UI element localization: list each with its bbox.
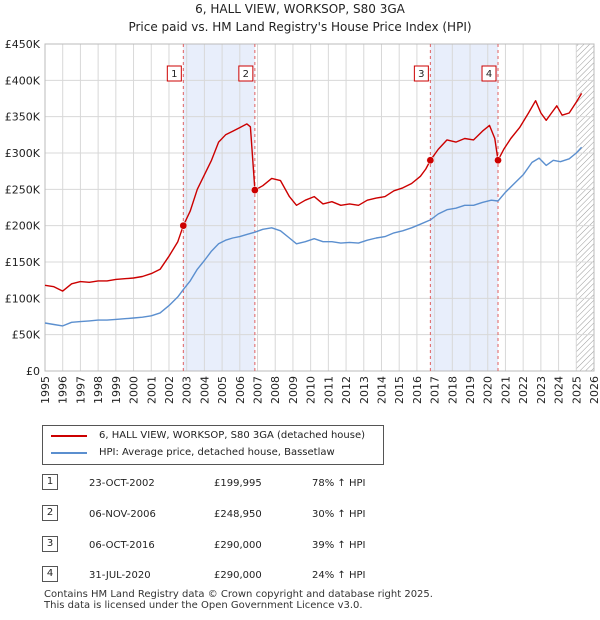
- sale-marker-label-2: 2: [243, 69, 249, 80]
- sale-hpi: 39% ↑ HPI: [312, 540, 366, 551]
- y-tick-label: £350K: [5, 111, 41, 124]
- sale-marker-label-3: 3: [418, 69, 424, 80]
- x-tick-label: 2012: [340, 376, 353, 404]
- x-tick-label: 2025: [570, 376, 583, 404]
- x-tick-label: 2016: [411, 376, 424, 404]
- sale-point-3: [426, 156, 435, 165]
- y-tick-label: £150K: [5, 256, 41, 269]
- plot-frame: [44, 43, 595, 372]
- x-tick-label: 2001: [145, 376, 158, 404]
- series-line-property: [44, 93, 583, 292]
- x-tick-label: 2011: [322, 376, 335, 404]
- sale-number: 3: [42, 536, 58, 552]
- sale-date: 31-JUL-2020: [89, 570, 151, 581]
- y-tick-label: £400K: [5, 74, 41, 87]
- sale-marker-box-1: [166, 65, 182, 82]
- sale-marker-label-4: 4: [486, 69, 492, 80]
- x-tick-label: 2004: [198, 376, 211, 404]
- y-tick-label: £100K: [5, 292, 41, 305]
- sale-marker-box-2: [238, 65, 254, 82]
- x-tick-label: 2020: [482, 376, 495, 404]
- sale-marker-box-4: [481, 65, 497, 82]
- footer: Contains HM Land Registry data © Crown c…: [44, 589, 433, 611]
- x-tick-label: 2018: [446, 376, 459, 404]
- sale-point-2: [251, 186, 259, 194]
- sale-date: 23-OCT-2002: [89, 478, 155, 489]
- x-tick-label: 2015: [393, 376, 406, 404]
- sale-number: 1: [42, 474, 58, 490]
- x-tick-label: 2007: [252, 376, 265, 404]
- chart-title: 6, HALL VIEW, WORKSOP, S80 3GA: [195, 2, 406, 16]
- sale-number: 2: [42, 505, 58, 521]
- x-tick-label: 2010: [305, 376, 318, 404]
- shaded-period-1: [183, 44, 255, 371]
- sale-hpi: 24% ↑ HPI: [312, 570, 366, 581]
- x-tick-label: 2024: [553, 376, 566, 404]
- footer-copyright: Contains HM Land Registry data © Crown c…: [44, 589, 433, 600]
- sale-marker-box-3: [413, 65, 429, 82]
- x-tick-label: 2026: [588, 376, 600, 404]
- y-tick-label: £0: [26, 365, 40, 378]
- x-tick-label: 2014: [375, 376, 388, 404]
- sale-date: 06-NOV-2006: [89, 509, 156, 520]
- x-tick-label: 2003: [181, 376, 194, 404]
- x-tick-label: 2022: [517, 376, 530, 404]
- sale-price: £290,000: [214, 570, 262, 581]
- y-tick-label: £200K: [5, 220, 41, 233]
- legend-swatch-blue: [51, 452, 87, 454]
- legend: 6, HALL VIEW, WORKSOP, S80 3GA (detached…: [42, 425, 384, 465]
- forecast-hatch: [576, 44, 594, 371]
- x-tick-label: 2005: [216, 376, 229, 404]
- shaded-period-2: [430, 44, 499, 371]
- legend-label-hpi: HPI: Average price, detached house, Bass…: [99, 447, 335, 458]
- y-tick-label: £450K: [5, 38, 41, 51]
- sale-point-4: [494, 156, 502, 165]
- x-tick-label: 2013: [358, 376, 371, 404]
- price-chart: 6, HALL VIEW, WORKSOP, S80 3GA Price pai…: [5, 2, 600, 404]
- x-tick-label: 2017: [429, 376, 442, 404]
- sale-hpi: 30% ↑ HPI: [312, 509, 366, 520]
- y-tick-label: £50K: [12, 329, 41, 342]
- x-tick-label: 2023: [535, 376, 548, 404]
- x-tick-label: 1995: [39, 376, 52, 404]
- series-line-hpi: [44, 146, 583, 327]
- x-tick-label: 2009: [287, 376, 300, 404]
- x-tick-label: 1998: [92, 376, 105, 404]
- sale-point-1: [179, 221, 188, 230]
- legend-swatch-red: [51, 435, 87, 437]
- x-tick-label: 1996: [57, 376, 70, 404]
- sale-date: 06-OCT-2016: [89, 540, 155, 551]
- sale-marker-label-1: 1: [171, 69, 177, 80]
- sale-hpi: 78% ↑ HPI: [312, 478, 366, 489]
- y-tick-label: £300K: [5, 147, 41, 160]
- sale-price: £290,000: [214, 540, 262, 551]
- x-tick-label: 1999: [110, 376, 123, 404]
- sale-price: £248,950: [214, 509, 262, 520]
- x-tick-label: 2008: [269, 376, 282, 404]
- y-tick-label: £250K: [5, 183, 41, 196]
- x-tick-label: 2019: [464, 376, 477, 404]
- x-tick-label: 2006: [234, 376, 247, 404]
- sale-price: £199,995: [214, 478, 262, 489]
- sale-number: 4: [42, 566, 58, 582]
- footer-licence: This data is licensed under the Open Gov…: [44, 600, 363, 611]
- legend-label-property: 6, HALL VIEW, WORKSOP, S80 3GA (detached…: [99, 430, 366, 441]
- x-tick-label: 2021: [499, 376, 512, 404]
- x-tick-label: 1997: [74, 376, 87, 404]
- x-tick-label: 2000: [128, 376, 141, 404]
- x-tick-label: 2002: [163, 376, 176, 404]
- chart-subtitle: Price paid vs. HM Land Registry's House …: [128, 20, 471, 34]
